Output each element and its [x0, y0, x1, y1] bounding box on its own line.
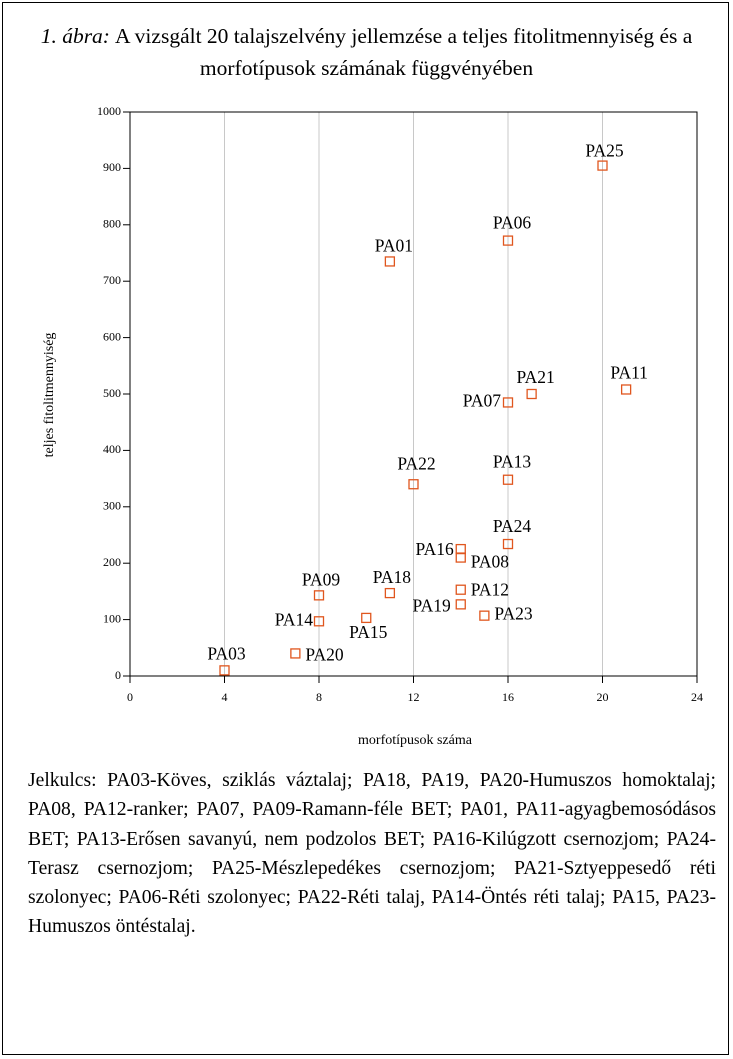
x-tick-label: 24	[691, 690, 703, 704]
x-axis-label: morfotípusok száma	[358, 733, 473, 748]
point-label: PA09	[302, 569, 341, 589]
y-tick-label: 800	[103, 217, 121, 231]
point-label: PA19	[412, 595, 451, 615]
point	[502, 397, 514, 408]
chart-title: A vizsgált 20 talajszelvény jellemzése a…	[114, 24, 693, 80]
legend-note: Jelkulcs: PA03-Köves, sziklás váztalaj; …	[28, 770, 716, 938]
point	[361, 612, 372, 624]
chart: morfotípusok száma teljes fitolitmennyis…	[42, 104, 703, 748]
y-tick-label: 700	[103, 273, 121, 287]
point	[502, 538, 514, 550]
x-tick-label: 0	[127, 690, 133, 704]
y-tick-label: 0	[115, 668, 121, 682]
point	[313, 616, 325, 627]
point	[384, 256, 396, 267]
y-tick-label: 600	[103, 329, 121, 343]
y-tick-label: 400	[103, 442, 121, 456]
y-tick-label: 200	[103, 555, 121, 569]
point	[455, 552, 466, 563]
caption-prefix: 1. ábra:	[40, 24, 110, 48]
point-label: PA25	[585, 141, 624, 161]
point-label: PA21	[516, 367, 554, 387]
y-tick-label: 100	[103, 611, 121, 625]
point-label: PA07	[463, 390, 502, 410]
x-tick-label: 12	[408, 690, 420, 704]
point	[597, 160, 608, 171]
point	[313, 590, 325, 601]
point-label: PA15	[349, 622, 388, 642]
point-label: PA23	[494, 604, 533, 624]
point-label: PA20	[305, 644, 344, 664]
y-tick-label: 900	[103, 160, 121, 174]
point	[502, 474, 514, 485]
point-label: PA14	[275, 609, 314, 629]
x-tick-label: 20	[597, 690, 609, 704]
point	[479, 610, 490, 621]
point	[526, 388, 537, 400]
y-tick-label: 500	[103, 386, 121, 400]
y-axis-label: teljes fitolitmennyiség	[42, 333, 57, 458]
point-label: PA24	[493, 516, 532, 536]
plot-frame	[129, 111, 698, 677]
point	[219, 665, 230, 676]
point-label: PA18	[373, 567, 412, 587]
x-tick-label: 4	[222, 690, 228, 704]
point-label: PA22	[397, 453, 435, 473]
point	[455, 599, 466, 610]
point	[620, 384, 632, 395]
y-tick-label: 300	[103, 499, 121, 513]
y-tick-label: 1000	[97, 104, 121, 118]
point-label: PA08	[471, 552, 510, 572]
point	[408, 479, 419, 490]
point	[502, 235, 514, 246]
point	[455, 584, 466, 595]
point-label: PA16	[415, 539, 454, 559]
caption: 1. ábra: A vizsgált 20 talajszelvény jell…	[20, 20, 713, 84]
point-label: PA01	[375, 235, 413, 255]
point-label: PA13	[493, 452, 532, 472]
point	[384, 587, 396, 599]
point	[290, 648, 301, 659]
point-label: PA06	[493, 213, 532, 233]
point-label: PA03	[207, 643, 246, 663]
point	[455, 543, 466, 555]
point-label: PA11	[610, 363, 648, 383]
x-tick-label: 8	[316, 690, 322, 704]
point-label: PA12	[471, 580, 509, 600]
x-tick-label: 16	[502, 690, 514, 704]
